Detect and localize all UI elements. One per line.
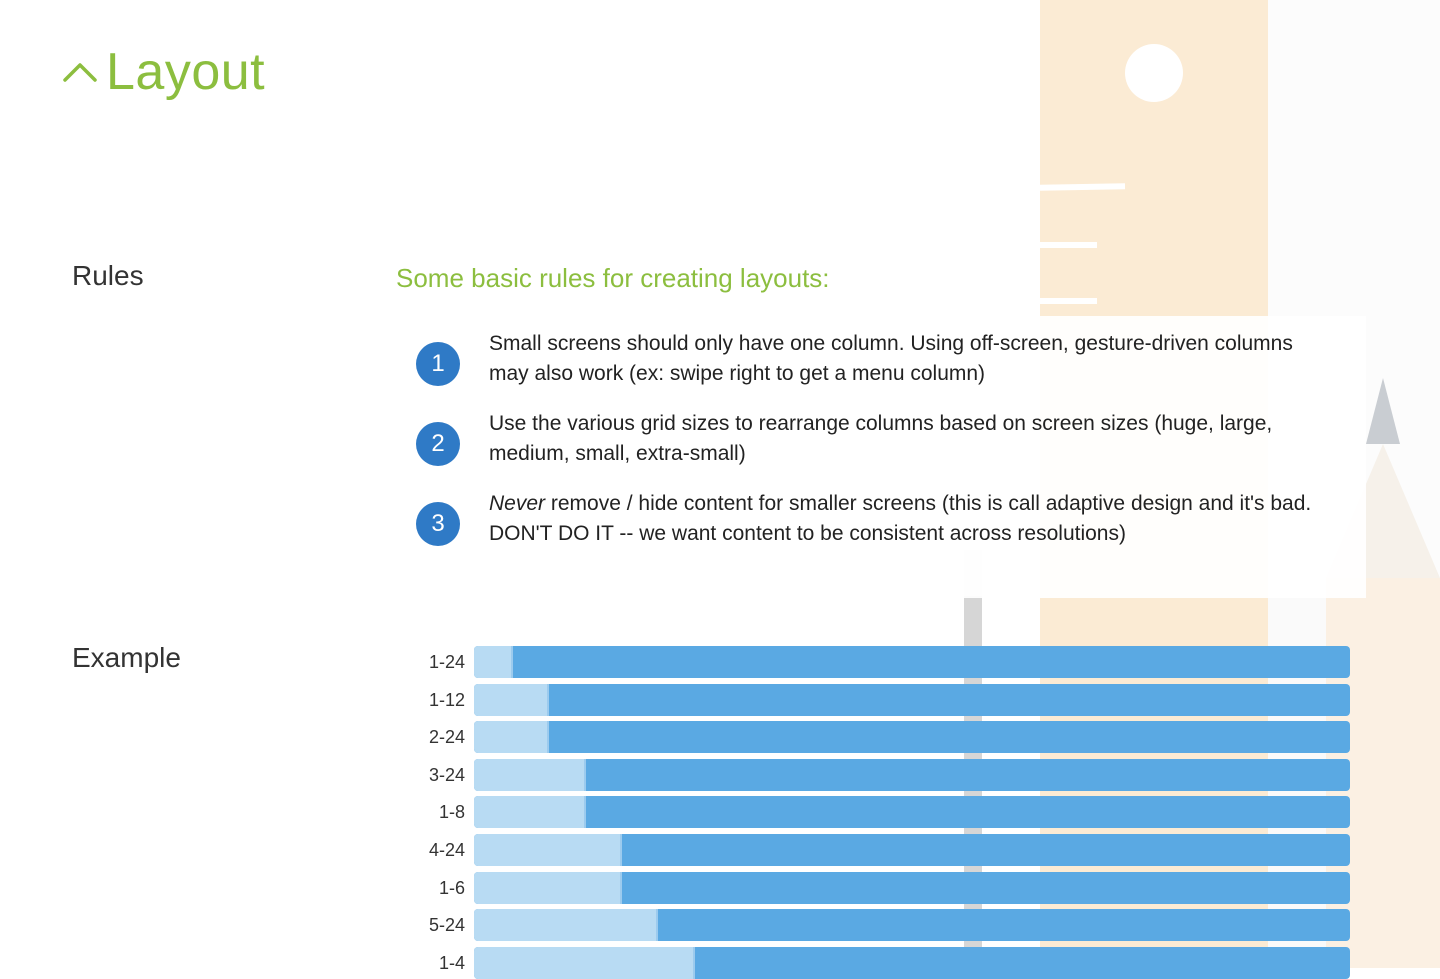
grid-row-label: 1-8: [438, 802, 465, 823]
rule-number-badge: 1: [416, 342, 460, 386]
rules-section-label: Rules: [72, 260, 144, 291]
rule-body: Small screens should only have one colum…: [489, 332, 1293, 385]
grid-row-label: 1-12: [428, 689, 465, 710]
grid-bar-fill: [474, 683, 549, 716]
grid-bar: [474, 646, 1350, 678]
grid-bar: [474, 683, 1350, 716]
grid-row-label: 1-6: [438, 877, 465, 898]
grid-row-label: 1-4: [438, 952, 465, 973]
pencil-tip-illustration: [1366, 378, 1400, 444]
rules-list: 1 Small screens should only have one col…: [396, 316, 1366, 598]
grid-row: 1-12: [410, 683, 1350, 716]
rule-item: 1 Small screens should only have one col…: [416, 329, 1336, 389]
grid-row: 1-6: [410, 871, 1350, 904]
rule-number-badge: 2: [416, 422, 460, 466]
grid-row: 5-24: [410, 909, 1350, 942]
grid-bar-fill: [474, 871, 623, 904]
rule-text: Use the various grid sizes to rearrange …: [489, 409, 1336, 469]
grid-row-label: 5-24: [428, 915, 465, 936]
example-section-label: Example: [72, 642, 181, 673]
grid-row: 1-24: [410, 646, 1350, 678]
ruler-tick: [1040, 242, 1097, 248]
grid-bar-fill: [474, 646, 513, 678]
ruler-tick: [1040, 298, 1097, 304]
section-toggle[interactable]: Layout: [62, 40, 265, 104]
grid-bar: [474, 871, 1350, 904]
rule-item: 2 Use the various grid sizes to rearrang…: [416, 409, 1336, 469]
page-title: Layout: [106, 43, 266, 101]
grid-bar: [474, 721, 1350, 754]
rule-number-badge: 3: [416, 502, 460, 546]
grid-row: 1-4: [410, 946, 1350, 979]
grid-bar-fill: [474, 909, 659, 942]
grid-bar-fill: [474, 834, 623, 866]
grid-row: 2-24: [410, 721, 1350, 754]
grid-bar: [474, 758, 1350, 791]
rule-emphasis: Never: [489, 492, 546, 515]
grid-bar: [474, 834, 1350, 866]
ruler-tick: [1039, 183, 1126, 191]
grid-bar: [474, 946, 1350, 979]
grid-row: 4-24: [410, 834, 1350, 866]
grid-row-label: 3-24: [428, 764, 465, 785]
grid-row: 1-8: [410, 796, 1350, 829]
grid-bar: [474, 796, 1350, 829]
chevron-up-icon[interactable]: [62, 54, 98, 90]
rules-intro: Some basic rules for creating layouts:: [396, 263, 830, 293]
rule-text: Never remove / hide content for smaller …: [489, 489, 1336, 549]
ruler-hole-illustration: [1125, 44, 1183, 102]
grid-row: 3-24: [410, 758, 1350, 791]
rule-text: Small screens should only have one colum…: [489, 329, 1336, 389]
rule-body: remove / hide content for smaller screen…: [489, 492, 1312, 545]
grid-row-label: 1-24: [428, 652, 465, 672]
grid-row-label: 4-24: [428, 840, 465, 860]
grid-bar-fill: [474, 721, 549, 754]
grid-bar-fill: [474, 796, 586, 829]
rule-item: 3 Never remove / hide content for smalle…: [416, 489, 1336, 549]
grid-bar-fill: [474, 758, 586, 791]
grid-row-label: 2-24: [428, 727, 465, 748]
grid-bar: [474, 909, 1350, 942]
grid-bar-fill: [474, 946, 695, 979]
rule-body: Use the various grid sizes to rearrange …: [489, 412, 1273, 465]
